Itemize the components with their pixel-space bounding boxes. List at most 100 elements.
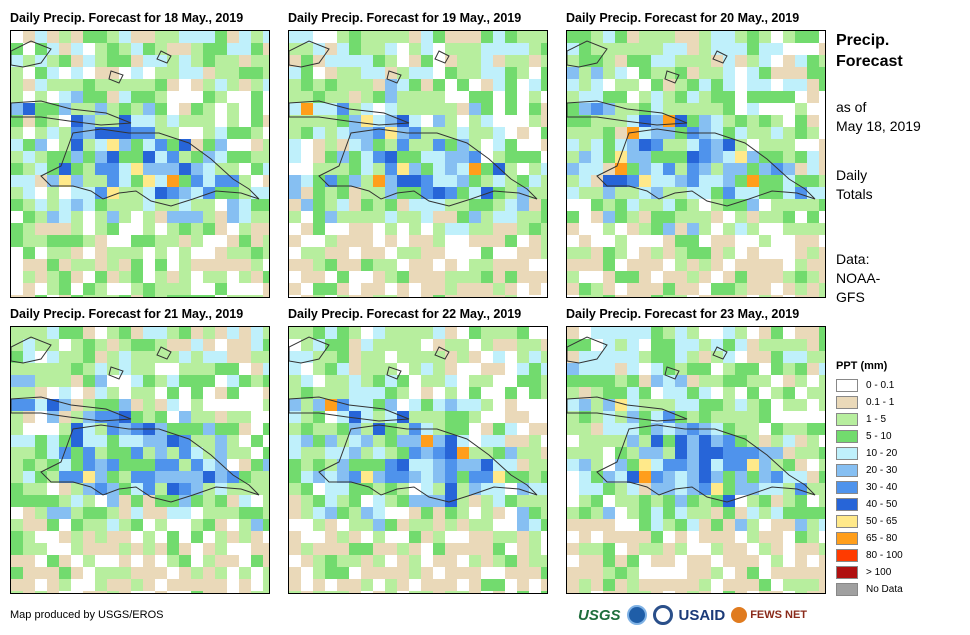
precip-cell <box>71 211 83 223</box>
precip-cell <box>325 351 337 363</box>
precip-cell <box>687 567 699 579</box>
precip-cell <box>493 223 505 235</box>
precip-cell <box>59 459 71 471</box>
precip-cell <box>771 519 783 531</box>
precip-cell <box>71 103 83 115</box>
precip-cell <box>421 459 433 471</box>
precip-cell <box>541 519 547 531</box>
precip-cell <box>529 151 541 163</box>
precip-cell <box>385 567 397 579</box>
precip-cell <box>517 447 529 459</box>
precip-cell <box>627 199 639 211</box>
precip-cell <box>59 387 71 399</box>
map-panel-1 <box>10 30 270 298</box>
precip-cell <box>409 271 421 283</box>
precip-cell <box>579 247 591 259</box>
precip-cell <box>687 163 699 175</box>
precip-cell <box>663 115 675 127</box>
precip-cell <box>421 327 433 339</box>
precip-cell <box>771 471 783 483</box>
precip-cell <box>687 447 699 459</box>
precip-cell <box>337 259 349 271</box>
precip-cell <box>289 375 301 387</box>
precip-cell <box>421 235 433 247</box>
precip-cell <box>263 555 269 567</box>
precip-cell <box>385 127 397 139</box>
precip-cell <box>771 543 783 555</box>
precip-cell <box>433 507 445 519</box>
precip-cell <box>469 483 481 495</box>
precip-cell <box>191 339 203 351</box>
precip-cell <box>23 247 35 259</box>
precip-cell <box>747 363 759 375</box>
precip-cell <box>263 139 269 151</box>
precip-cell <box>155 127 167 139</box>
precip-cell <box>699 187 711 199</box>
precip-cell <box>651 43 663 55</box>
precip-cell <box>675 351 687 363</box>
precip-cell <box>819 327 825 339</box>
precip-cell <box>541 139 547 151</box>
credit-text: Map produced by USGS/EROS <box>10 609 164 621</box>
precip-cell <box>421 139 433 151</box>
precip-cell <box>711 435 723 447</box>
precip-cell <box>71 507 83 519</box>
precip-cell <box>289 235 301 247</box>
precip-cell <box>663 339 675 351</box>
precip-cell <box>627 327 639 339</box>
precip-cell <box>35 163 47 175</box>
precip-cell <box>325 175 337 187</box>
precip-cell <box>795 375 807 387</box>
precip-cell <box>155 271 167 283</box>
precip-cell <box>771 187 783 199</box>
precip-cell <box>783 519 795 531</box>
precip-cell <box>337 115 349 127</box>
coastline-outline <box>289 40 330 68</box>
precip-cell <box>131 351 143 363</box>
precip-cell <box>155 199 167 211</box>
precip-cell <box>421 435 433 447</box>
precip-cell <box>83 259 95 271</box>
precip-cell <box>663 399 675 411</box>
precip-cell <box>445 471 457 483</box>
precip-cell <box>627 471 639 483</box>
precip-cell <box>289 139 301 151</box>
precip-cell <box>83 31 95 43</box>
precip-cell <box>651 115 663 127</box>
precip-cell <box>361 31 373 43</box>
precip-cell <box>529 519 541 531</box>
precip-cell <box>541 423 547 435</box>
precip-cell <box>663 283 675 295</box>
as-of-line1: as of <box>836 99 867 115</box>
precip-cell <box>517 435 529 447</box>
precip-cell <box>795 591 807 593</box>
precip-cell <box>603 103 615 115</box>
precip-cell <box>651 163 663 175</box>
precip-cell <box>603 351 615 363</box>
precip-cell <box>421 247 433 259</box>
precip-cell <box>723 447 735 459</box>
precip-cell <box>23 223 35 235</box>
precip-cell <box>795 579 807 591</box>
precip-cell <box>735 295 747 297</box>
precip-cell <box>771 567 783 579</box>
precip-cell <box>191 351 203 363</box>
precip-cell <box>179 435 191 447</box>
precip-cell <box>167 151 179 163</box>
precip-cell <box>591 543 603 555</box>
precip-cell <box>771 387 783 399</box>
precip-cell <box>541 127 547 139</box>
precip-cell <box>481 555 493 567</box>
precip-cell <box>603 139 615 151</box>
precip-cell <box>23 79 35 91</box>
precip-cell <box>445 459 457 471</box>
precip-cell <box>35 459 47 471</box>
precip-cell <box>95 55 107 67</box>
precip-cell <box>529 115 541 127</box>
precip-cell <box>349 103 361 115</box>
legend-swatch <box>836 446 858 460</box>
precip-cell <box>251 163 263 175</box>
precip-cell <box>783 271 795 283</box>
precip-cell <box>723 67 735 79</box>
precip-cell <box>541 67 547 79</box>
